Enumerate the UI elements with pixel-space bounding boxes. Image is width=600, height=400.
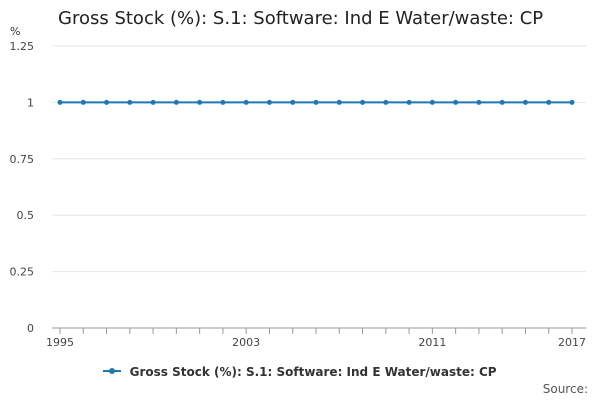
y-tick-label: 1 [27,96,34,109]
y-tick-label: 0.75 [10,153,35,166]
data-point [313,99,319,105]
x-tick-label: 1995 [46,336,74,349]
data-point [406,99,412,105]
legend[interactable]: Gross Stock (%): S.1: Software: Ind E Wa… [0,365,600,379]
y-tick-label: 0.5 [17,209,35,222]
data-point [522,99,528,105]
legend-marker [103,367,122,374]
data-point [127,99,133,105]
x-tick-label: 2017 [558,336,586,349]
data-point [383,99,389,105]
data-point [173,99,179,105]
data-point [336,99,342,105]
data-point [360,99,366,105]
data-point [104,99,110,105]
data-point [546,99,552,105]
y-axis-unit-label: % [10,25,20,38]
data-point [243,99,249,105]
legend-label: Gross Stock (%): S.1: Software: Ind E Wa… [129,365,497,379]
data-point [57,99,63,105]
x-tick-label: 2011 [418,336,446,349]
y-tick-label: 1.25 [10,40,35,53]
data-point [80,99,86,105]
y-tick-label: 0 [27,322,34,335]
data-point [569,99,575,105]
data-point [220,99,226,105]
y-tick-label: 0.25 [10,266,35,279]
source-label: Source: [542,382,588,396]
data-point [429,99,435,105]
chart-title: Gross Stock (%): S.1: Software: Ind E Wa… [58,8,544,29]
data-point [150,99,156,105]
x-tick-label: 2003 [232,336,260,349]
data-point [197,99,203,105]
data-point [266,99,272,105]
data-point [453,99,459,105]
data-point [476,99,482,105]
data-point [499,99,505,105]
data-point [290,99,296,105]
